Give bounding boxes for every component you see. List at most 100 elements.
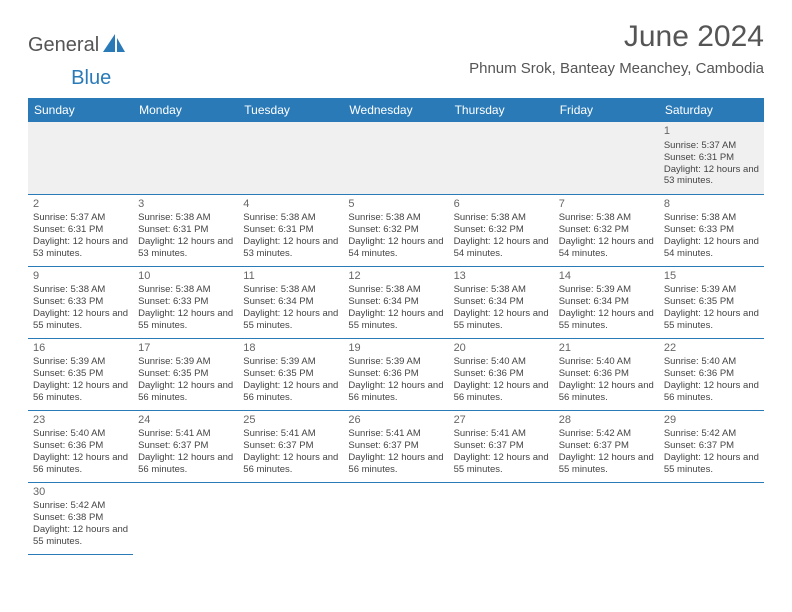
day-cell: 15Sunrise: 5:39 AMSunset: 6:35 PMDayligh… (659, 266, 764, 338)
sunrise-line: Sunrise: 5:41 AM (348, 428, 443, 440)
sunrise-line: Sunrise: 5:41 AM (454, 428, 549, 440)
day-number: 28 (559, 414, 654, 428)
sunset-line: Sunset: 6:34 PM (559, 296, 654, 308)
title-block: June 2024 Phnum Srok, Banteay Meanchey, … (469, 20, 764, 87)
calendar-body: 1Sunrise: 5:37 AMSunset: 6:31 PMDaylight… (28, 122, 764, 554)
sunrise-line: Sunrise: 5:38 AM (454, 284, 549, 296)
sunset-line: Sunset: 6:35 PM (243, 368, 338, 380)
location-text: Phnum Srok, Banteay Meanchey, Cambodia (469, 60, 764, 77)
day-cell: 10Sunrise: 5:38 AMSunset: 6:33 PMDayligh… (133, 266, 238, 338)
calendar-row: 9 Sunrise: 5:38 AM Sunset: 6:33 PM Daylight… (28, 266, 764, 338)
day-number: 21 (559, 342, 654, 356)
day-number: 8 (664, 198, 759, 212)
sunset-line: Sunset: 6:35 PM (664, 296, 759, 308)
empty-cell (449, 482, 554, 554)
daylight-line: Daylight: 12 hours and 55 minutes. (454, 308, 549, 332)
sunset-line: Sunset: 6:34 PM (243, 296, 338, 308)
day-cell: 13Sunrise: 5:38 AMSunset: 6:34 PMDayligh… (449, 266, 554, 338)
empty-cell (554, 122, 659, 194)
sunset-line: Sunset: 6:37 PM (664, 440, 759, 452)
day-cell: 6Sunrise: 5:38 AMSunset: 6:32 PMDaylight… (449, 194, 554, 266)
day-number: 19 (348, 342, 443, 356)
sunrise-line: Sunrise: 5:38 AM (348, 284, 443, 296)
daylight-line: Daylight: 12 hours and 55 minutes. (454, 452, 549, 476)
day-cell: 20Sunrise: 5:40 AMSunset: 6:36 PMDayligh… (449, 338, 554, 410)
day-cell: 26Sunrise: 5:41 AMSunset: 6:37 PMDayligh… (343, 410, 448, 482)
day-cell: 22Sunrise: 5:40 AMSunset: 6:36 PMDayligh… (659, 338, 764, 410)
day-number: 9 (33, 270, 128, 284)
day-number: 13 (454, 270, 549, 284)
daylight-line: Daylight: 12 hours and 55 minutes. (559, 452, 654, 476)
sunset-line: Sunset: 6:34 PM (348, 296, 443, 308)
day-number: 20 (454, 342, 549, 356)
day-cell: 25Sunrise: 5:41 AMSunset: 6:37 PMDayligh… (238, 410, 343, 482)
weekday-header: Sunday (28, 98, 133, 122)
day-number: 3 (138, 198, 233, 212)
sunset-line: Sunset: 6:32 PM (559, 224, 654, 236)
daylight-line: Daylight: 12 hours and 54 minutes. (664, 236, 759, 260)
sunrise-line: Sunrise: 5:38 AM (559, 212, 654, 224)
daylight-line: Daylight: 12 hours and 56 minutes. (138, 452, 233, 476)
day-number: 18 (243, 342, 338, 356)
daylight-line: Daylight: 12 hours and 56 minutes. (243, 452, 338, 476)
daylight-line: Daylight: 12 hours and 56 minutes. (559, 380, 654, 404)
day-cell: 8Sunrise: 5:38 AMSunset: 6:33 PMDaylight… (659, 194, 764, 266)
sunset-line: Sunset: 6:31 PM (243, 224, 338, 236)
day-number: 6 (454, 198, 549, 212)
sunrise-line: Sunrise: 5:38 AM (348, 212, 443, 224)
sunrise-line: Sunrise: 5:41 AM (138, 428, 233, 440)
day-cell: 5Sunrise: 5:38 AMSunset: 6:32 PMDaylight… (343, 194, 448, 266)
sunrise-line: Sunrise: 5:38 AM (454, 212, 549, 224)
day-cell: 24Sunrise: 5:41 AMSunset: 6:37 PMDayligh… (133, 410, 238, 482)
empty-cell (659, 482, 764, 554)
daylight-line: Daylight: 12 hours and 56 minutes. (33, 452, 128, 476)
daylight-line: Daylight: 12 hours and 55 minutes. (243, 308, 338, 332)
daylight-line: Daylight: 12 hours and 55 minutes. (138, 308, 233, 332)
day-number: 10 (138, 270, 233, 284)
sunset-line: Sunset: 6:34 PM (454, 296, 549, 308)
sunrise-line: Sunrise: 5:40 AM (559, 356, 654, 368)
sunset-line: Sunset: 6:36 PM (348, 368, 443, 380)
daylight-line: Daylight: 12 hours and 55 minutes. (664, 452, 759, 476)
day-cell: 16Sunrise: 5:39 AMSunset: 6:35 PMDayligh… (28, 338, 133, 410)
day-cell: 7Sunrise: 5:38 AMSunset: 6:32 PMDaylight… (554, 194, 659, 266)
sunset-line: Sunset: 6:37 PM (138, 440, 233, 452)
day-cell: 17Sunrise: 5:39 AMSunset: 6:35 PMDayligh… (133, 338, 238, 410)
sunset-line: Sunset: 6:37 PM (348, 440, 443, 452)
empty-cell (28, 122, 133, 194)
day-number: 26 (348, 414, 443, 428)
empty-cell (133, 122, 238, 194)
day-cell: 19Sunrise: 5:39 AMSunset: 6:36 PMDayligh… (343, 338, 448, 410)
daylight-line: Daylight: 12 hours and 55 minutes. (348, 308, 443, 332)
sunset-line: Sunset: 6:37 PM (559, 440, 654, 452)
day-number: 7 (559, 198, 654, 212)
sunset-line: Sunset: 6:32 PM (454, 224, 549, 236)
sunrise-line: Sunrise: 5:39 AM (664, 284, 759, 296)
empty-cell (449, 122, 554, 194)
calendar-row: 2Sunrise: 5:37 AMSunset: 6:31 PMDaylight… (28, 194, 764, 266)
logo: General (28, 32, 127, 59)
calendar-table: SundayMondayTuesdayWednesdayThursdayFrid… (28, 98, 764, 555)
daylight-line: Daylight: 12 hours and 54 minutes. (348, 236, 443, 260)
day-cell: 14Sunrise: 5:39 AMSunset: 6:34 PMDayligh… (554, 266, 659, 338)
logo-text-blue: Blue (71, 67, 111, 90)
day-number: 2 (33, 198, 128, 212)
sunrise-line: Sunrise: 5:39 AM (33, 356, 128, 368)
month-title: June 2024 (469, 20, 764, 54)
sunrise-line: Sunrise: 5:37 AM (664, 140, 759, 152)
weekday-header: Wednesday (343, 98, 448, 122)
calendar-row: 30Sunrise: 5:42 AMSunset: 6:38 PMDayligh… (28, 482, 764, 554)
day-cell: 23Sunrise: 5:40 AMSunset: 6:36 PMDayligh… (28, 410, 133, 482)
daylight-line: Daylight: 12 hours and 53 minutes. (33, 236, 128, 260)
empty-cell (554, 482, 659, 554)
sunset-line: Sunset: 6:33 PM (33, 296, 128, 308)
day-cell: 27Sunrise: 5:41 AMSunset: 6:37 PMDayligh… (449, 410, 554, 482)
empty-cell (343, 122, 448, 194)
calendar-row: 23Sunrise: 5:40 AMSunset: 6:36 PMDayligh… (28, 410, 764, 482)
day-cell: 2Sunrise: 5:37 AMSunset: 6:31 PMDaylight… (28, 194, 133, 266)
day-cell: 30Sunrise: 5:42 AMSunset: 6:38 PMDayligh… (28, 482, 133, 554)
day-cell: 4Sunrise: 5:38 AMSunset: 6:31 PMDaylight… (238, 194, 343, 266)
daylight-line: Daylight: 12 hours and 56 minutes. (138, 380, 233, 404)
daylight-line: Daylight: 12 hours and 54 minutes. (559, 236, 654, 260)
empty-cell (343, 482, 448, 554)
